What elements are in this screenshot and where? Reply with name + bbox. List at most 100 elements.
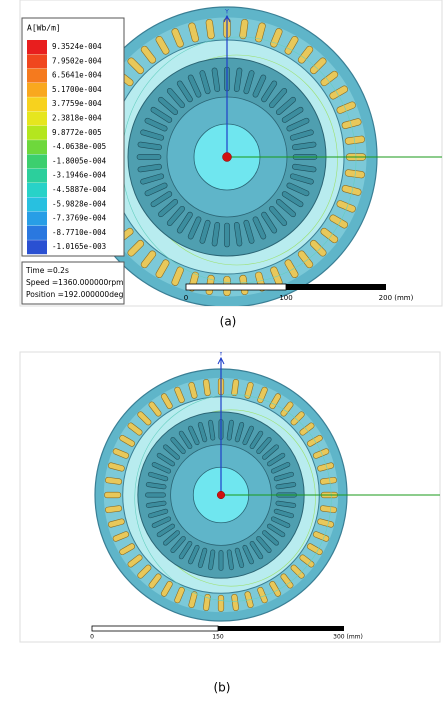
rotor-slot [252,74,267,98]
rotor-slot [256,536,272,553]
rotor-slot [289,129,314,141]
rotor-slot [261,80,278,103]
stator-slot [107,462,125,472]
flux-line [134,394,332,602]
rotor-slot [170,437,186,454]
origin-dot [216,490,226,500]
y-axis-arrow [223,14,231,23]
stator-slot [119,543,136,556]
stator-slot [112,448,130,459]
legend-value: -3.1946e-004 [52,171,107,180]
origin-dot [222,152,232,162]
rotor-slot [273,508,294,519]
rotor-slot [156,523,176,538]
stator-slot [329,85,349,100]
rotor-slot [151,462,172,474]
stator-slot [188,381,198,399]
rotor-slot [187,216,202,240]
rotor-slot [261,211,278,234]
rotor-slot [211,67,221,92]
rotor-slot [211,222,221,247]
stator-slot [127,57,145,75]
stator-slot [320,227,339,244]
legend-swatch [27,183,47,197]
stator-slot [140,45,157,64]
rotor-slot [292,163,317,173]
legend-value: 6.5641e-004 [52,71,102,80]
stator-slot [299,422,315,436]
rotor-slot [270,462,291,474]
rotor-slot [137,163,162,173]
rotor-slot [262,530,279,546]
rotor-slot [187,74,202,98]
rotor-slot [158,199,179,218]
legend-value: -1.0165e-003 [52,242,106,251]
rotor-slot [286,117,310,132]
motor-b: Y [94,352,440,622]
rotor-slot [252,216,267,240]
stator-slot [280,401,294,417]
rotor-slot [226,549,234,571]
scale-label: 0 [184,294,188,302]
motor-a: Y [76,6,442,306]
stator-slot [137,564,152,579]
scale-label: 100 [279,294,292,302]
rotor-slot [292,141,317,151]
rotor-slot [166,88,185,109]
stator-slot [140,250,157,269]
legend-swatch [27,197,47,212]
rotor-slot [234,422,245,443]
legend-value: 5.1700e-004 [52,85,102,94]
rotor-slot [197,547,208,568]
legend-value: -4.5887e-004 [52,185,107,194]
rotor-slot [256,437,272,454]
legend-value: 3.7759e-004 [52,99,102,108]
rotor-slot [140,173,165,185]
stator-slot [160,580,173,597]
rotor-slot [275,96,296,115]
stator-slot [312,448,330,459]
rotor-slot [163,530,180,546]
rotor-slot [249,540,264,560]
scale-black [218,626,344,631]
stator-slot [309,239,327,257]
rotor-slot [275,199,296,218]
legend-value: 2.3818e-004 [52,114,102,123]
scale-white [91,625,219,632]
stator-slot [255,22,266,43]
stator-slot [137,411,152,426]
scale-black [286,284,386,290]
rotor-slot [242,425,254,446]
stator-slot [244,381,254,399]
rotor-slot [234,547,245,568]
rotor-slot [176,211,193,234]
stator-slot [290,564,305,579]
stator-slot [284,35,299,55]
rotor-slot [151,516,172,528]
legend-swatch [27,111,47,126]
scale-label: 150 [212,634,224,641]
rotor-slot [208,419,216,441]
rotor-slot [224,222,230,248]
legend-value: 9.8772e-005 [52,128,102,137]
rotor-slot [233,67,243,92]
rotor-slot [136,154,162,160]
rotor-slot [188,544,200,565]
stator-slot [319,505,337,513]
stator-slot [344,135,365,145]
rotor-slot [281,106,304,123]
rotor-slot [145,482,167,490]
y-axis-label: Y [224,9,229,16]
scale-bar-a: 0 100 200 (mm) [184,283,414,302]
legend-value: -1.8005e-004 [52,156,107,165]
rotor-slot [166,205,185,226]
rotor-slot [226,419,234,441]
stator-slot [105,477,123,485]
rotor-slot [150,106,173,123]
stator-slot [203,379,211,397]
rotor-slot [144,182,168,197]
rotor-slot [286,182,310,197]
rotor-slot [266,452,286,467]
rotor-slot [158,96,179,115]
